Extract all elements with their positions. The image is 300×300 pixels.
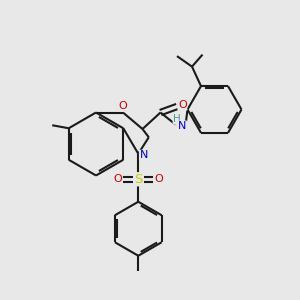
- Text: N: N: [140, 150, 148, 160]
- Text: O: O: [113, 174, 122, 184]
- Text: S: S: [134, 173, 142, 186]
- Text: H: H: [173, 114, 181, 124]
- Text: O: O: [154, 174, 163, 184]
- Text: O: O: [118, 101, 127, 111]
- Text: N: N: [178, 121, 186, 131]
- Text: O: O: [178, 100, 187, 110]
